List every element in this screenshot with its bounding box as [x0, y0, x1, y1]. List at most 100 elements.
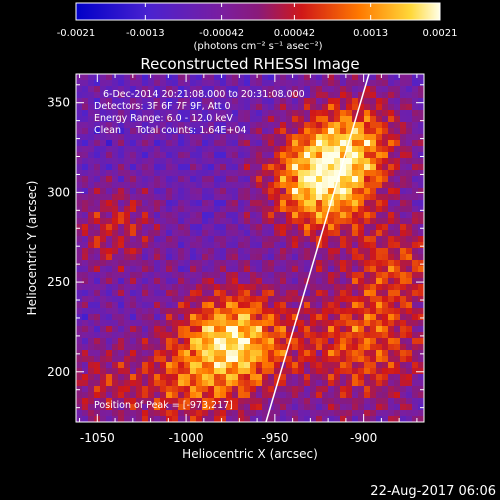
image-pixel: [160, 242, 166, 248]
image-pixel: [142, 194, 148, 200]
image-pixel: [136, 254, 142, 260]
image-pixel: [340, 320, 346, 326]
image-pixel: [136, 410, 142, 416]
image-pixel: [142, 404, 148, 410]
image-pixel: [160, 320, 166, 326]
image-pixel: [298, 254, 304, 260]
image-pixel: [118, 152, 124, 158]
image-pixel: [118, 404, 124, 410]
image-pixel: [148, 200, 154, 206]
image-pixel: [160, 368, 166, 374]
image-pixel: [184, 194, 190, 200]
image-pixel: [280, 242, 286, 248]
image-pixel: [418, 392, 424, 398]
image-pixel: [358, 368, 364, 374]
image-pixel: [82, 140, 88, 146]
image-pixel: [124, 128, 130, 134]
image-pixel: [172, 110, 178, 116]
image-pixel: [274, 92, 280, 98]
image-pixel: [88, 104, 94, 110]
image-pixel: [142, 302, 148, 308]
image-pixel: [334, 128, 340, 134]
image-pixel: [82, 254, 88, 260]
image-pixel: [226, 134, 232, 140]
image-pixel: [322, 146, 328, 152]
image-pixel: [322, 122, 328, 128]
image-pixel: [316, 164, 322, 170]
image-pixel: [226, 86, 232, 92]
image-pixel: [160, 140, 166, 146]
image-pixel: [358, 260, 364, 266]
image-pixel: [382, 278, 388, 284]
image-pixel: [106, 152, 112, 158]
image-pixel: [328, 350, 334, 356]
image-pixel: [184, 272, 190, 278]
image-pixel: [292, 374, 298, 380]
image-pixel: [214, 242, 220, 248]
image-pixel: [346, 80, 352, 86]
image-pixel: [280, 212, 286, 218]
image-pixel: [382, 116, 388, 122]
image-pixel: [322, 338, 328, 344]
image-pixel: [340, 374, 346, 380]
image-pixel: [106, 230, 112, 236]
image-pixel: [124, 290, 130, 296]
image-pixel: [304, 290, 310, 296]
image-pixel: [160, 188, 166, 194]
image-pixel: [160, 284, 166, 290]
image-pixel: [118, 146, 124, 152]
image-pixel: [406, 368, 412, 374]
image-pixel: [346, 158, 352, 164]
image-pixel: [226, 260, 232, 266]
image-pixel: [352, 308, 358, 314]
image-pixel: [76, 374, 82, 380]
image-pixel: [388, 254, 394, 260]
image-pixel: [280, 164, 286, 170]
image-pixel: [148, 80, 154, 86]
image-pixel: [304, 140, 310, 146]
image-pixel: [406, 266, 412, 272]
image-pixel: [88, 230, 94, 236]
image-pixel: [280, 380, 286, 386]
image-pixel: [364, 188, 370, 194]
image-pixel: [100, 260, 106, 266]
image-pixel: [124, 122, 130, 128]
image-pixel: [106, 200, 112, 206]
image-pixel: [418, 134, 424, 140]
image-pixel: [274, 200, 280, 206]
image-pixel: [304, 230, 310, 236]
image-pixel: [394, 296, 400, 302]
image-pixel: [166, 248, 172, 254]
image-pixel: [208, 278, 214, 284]
image-pixel: [142, 410, 148, 416]
image-pixel: [370, 152, 376, 158]
image-pixel: [280, 104, 286, 110]
image-pixel: [400, 158, 406, 164]
image-pixel: [292, 296, 298, 302]
image-pixel: [280, 320, 286, 326]
image-pixel: [142, 380, 148, 386]
image-pixel: [232, 326, 238, 332]
image-pixel: [316, 188, 322, 194]
image-pixel: [310, 74, 316, 80]
image-pixel: [184, 80, 190, 86]
image-pixel: [112, 134, 118, 140]
image-pixel: [250, 200, 256, 206]
image-pixel: [394, 392, 400, 398]
image-pixel: [412, 194, 418, 200]
image-pixel: [280, 188, 286, 194]
image-pixel: [268, 104, 274, 110]
image-pixel: [382, 170, 388, 176]
image-pixel: [298, 74, 304, 80]
image-pixel: [112, 236, 118, 242]
image-pixel: [124, 398, 130, 404]
image-pixel: [124, 176, 130, 182]
image-pixel: [178, 158, 184, 164]
image-pixel: [154, 356, 160, 362]
image-pixel: [328, 122, 334, 128]
image-pixel: [376, 164, 382, 170]
image-pixel: [184, 314, 190, 320]
image-pixel: [250, 290, 256, 296]
image-pixel: [358, 164, 364, 170]
image-pixel: [148, 188, 154, 194]
